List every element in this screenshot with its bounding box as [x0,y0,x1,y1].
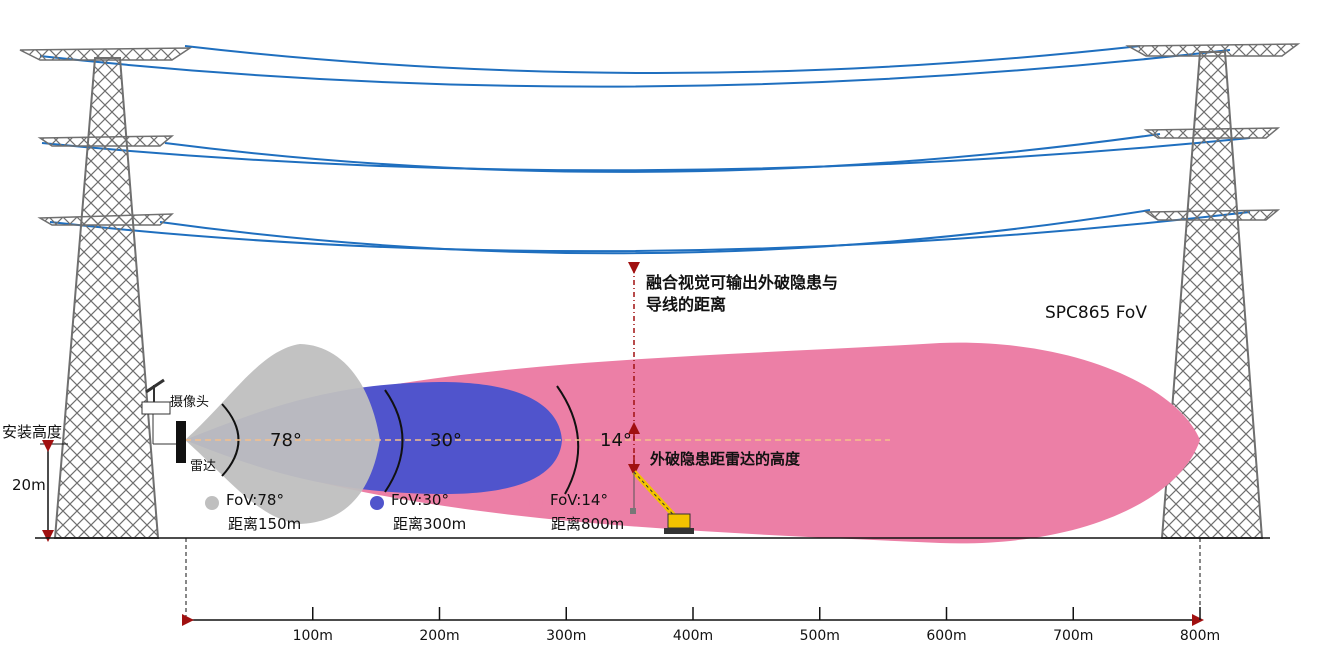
sensor-mount [141,378,186,463]
legend-dot-78 [205,496,219,510]
legend-fov-14: FoV:14° [550,491,608,509]
fov-zone-78 [185,344,380,524]
fusion-note-line2: 导线的距离 [646,295,726,314]
axis-tick-label: 300m [546,628,586,644]
distance-axis: 100m 200m 300m 400m 500m 600m 700m 800m [182,538,1220,644]
axis-tick-label: 500m [800,628,840,644]
angle-label-30: 30° [430,430,462,451]
arc-30 [384,389,404,493]
wire-top-2 [184,45,1141,74]
camera-box [141,401,171,415]
wire-mid-1 [41,137,1251,172]
power-lines [39,45,1251,255]
radar-label: 雷达 [190,459,216,474]
legend-range-150: 距离150m [228,515,301,533]
wire-mid-2 [164,133,1161,173]
axis-tick-label: 600m [926,628,966,644]
height-value: 20m [12,476,46,494]
legend-fov-30: FoV:30° [391,491,449,509]
install-height-label: 安装高度 [2,423,62,441]
legend: FoV:78° 距离150m FoV:30° 距离300m FoV:14° 距离… [205,491,624,533]
angle-label-14: 14° [600,430,632,451]
axis-tick-label: 800m [1180,628,1220,644]
legend-dot-14 [529,496,543,510]
wire-low-1 [49,211,1251,253]
wire-low-2 [159,209,1151,255]
legend-fov-78: FoV:78° [226,491,284,509]
radar-device [176,421,186,463]
fusion-note-line1: 融合视觉可输出外破隐患与 [646,273,838,292]
fov-zones [185,342,1200,544]
product-fov-label: SPC865 FoV [1045,303,1147,323]
legend-dot-30 [370,496,384,510]
wire-top-1 [39,49,1231,88]
legend-range-800: 距离800m [551,515,624,533]
crane-icon [630,470,694,534]
axis-tick-label: 700m [1053,628,1093,644]
tower-left [19,47,193,539]
legend-range-300: 距离300m [393,515,466,533]
axis-tick-label: 400m [673,628,713,644]
hazard-height-label: 外破隐患距雷达的高度 [649,450,801,468]
camera-icon [145,378,165,394]
angle-label-78: 78° [270,430,302,451]
axis-tick-label: 100m [293,628,333,644]
axis-tick-label: 200m [419,628,459,644]
camera-label: 摄像头 [170,395,209,410]
